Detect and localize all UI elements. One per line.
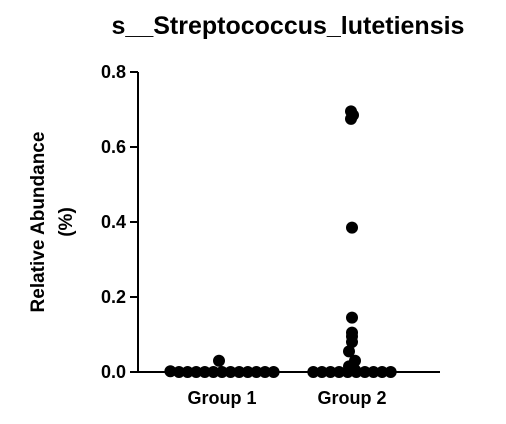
y-axis-label-line-1: Relative Abundance — [28, 132, 49, 313]
data-point — [213, 354, 225, 367]
y-axis-label-line-2: (%) — [56, 207, 77, 237]
data-point — [349, 364, 361, 377]
chart-title: s__Streptococcus_lutetiensis — [112, 12, 465, 40]
y-tick-label: 0.6 — [101, 137, 126, 157]
data-point — [346, 311, 358, 324]
data-point — [346, 336, 358, 348]
y-tick-label: 0.2 — [101, 287, 126, 307]
data-point — [345, 112, 357, 125]
data-point — [346, 221, 358, 234]
y-tick-label: 0.4 — [101, 212, 126, 232]
y-axis-ticks: 0.0 0.2 0.4 0.6 0.8 — [101, 62, 138, 382]
data-points — [164, 105, 397, 378]
y-tick-label: 0.0 — [101, 362, 126, 382]
y-tick-label: 0.8 — [101, 62, 126, 82]
data-point — [343, 345, 355, 358]
x-tick-label-group-2: Group 2 — [317, 388, 386, 408]
x-tick-label-group-1: Group 1 — [187, 388, 256, 408]
